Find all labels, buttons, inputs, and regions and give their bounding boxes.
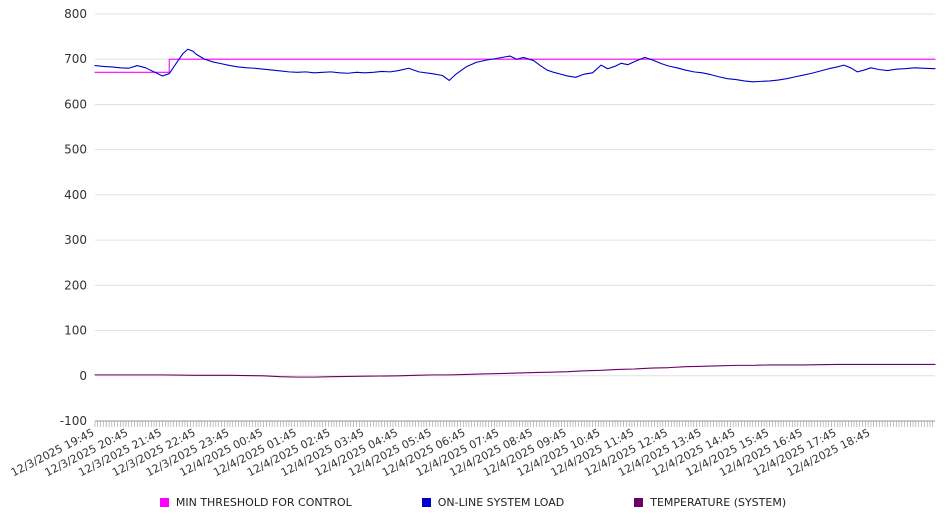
- legend: MIN THRESHOLD FOR CONTROL ON-LINE SYSTEM…: [0, 496, 946, 509]
- legend-item-temperature-system: TEMPERATURE (SYSTEM): [634, 496, 786, 509]
- y-axis-tick-label: 800: [64, 7, 87, 21]
- series-line-temperature-system: [94, 363, 936, 378]
- y-axis-labels: 800 700 600 500 400 300 200 100 0 -100: [60, 7, 87, 428]
- y-axis-tick-label: -100: [60, 414, 87, 428]
- legend-swatch-min-threshold-icon: [159, 498, 169, 507]
- y-axis-tick-label: 200: [64, 278, 87, 292]
- legend-label-min-threshold: MIN THRESHOLD FOR CONTROL: [175, 496, 352, 509]
- legend-item-min-threshold: MIN THRESHOLD FOR CONTROL: [159, 496, 352, 509]
- legend-label-online-system-load: ON-LINE SYSTEM LOAD: [437, 496, 565, 509]
- y-axis-tick-label: 0: [79, 369, 87, 383]
- y-axis-tick-label: 400: [64, 188, 87, 202]
- legend-label-temperature-system: TEMPERATURE (SYSTEM): [650, 496, 787, 509]
- series-line-min-threshold-for-control: [94, 58, 936, 73]
- series-line-on-line-system-load: [94, 48, 936, 83]
- legend-item-online-system-load: ON-LINE SYSTEM LOAD: [421, 496, 565, 509]
- x-axis-minor-ticks: [94, 421, 934, 427]
- y-axis-tick-label: 500: [64, 143, 87, 157]
- y-axis-tick-label: 100: [64, 324, 87, 338]
- y-axis-tick-label: 700: [64, 52, 87, 66]
- y-axis-tick-label: 300: [64, 233, 87, 247]
- y-gridlines: [95, 13, 935, 422]
- y-axis-tick-label: 600: [64, 97, 87, 111]
- legend-swatch-temperature-system-icon: [634, 498, 644, 507]
- legend-swatch-online-system-load-icon: [421, 498, 431, 507]
